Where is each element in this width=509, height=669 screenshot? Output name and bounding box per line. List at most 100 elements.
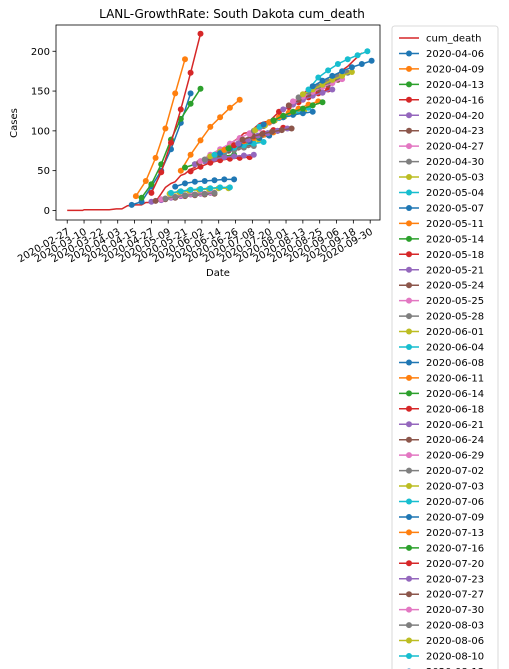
data-point	[217, 157, 224, 164]
series-2020-04-16	[148, 30, 204, 196]
data-point	[250, 151, 257, 158]
legend-entry: 2020-05-11	[399, 219, 484, 230]
y-tick-label: 200	[31, 47, 50, 58]
legend-label: 2020-06-24	[426, 435, 484, 446]
data-point	[299, 105, 306, 112]
legend-label: 2020-06-08	[426, 358, 484, 369]
data-point	[207, 159, 214, 166]
legend-swatch-marker	[406, 235, 412, 242]
series-2020-07-16	[270, 99, 326, 124]
data-point	[270, 117, 277, 124]
data-point	[226, 104, 233, 111]
legend-swatch-marker	[406, 143, 412, 150]
legend-label: 2020-05-07	[426, 203, 484, 214]
legend-swatch-marker	[406, 158, 412, 165]
data-point	[285, 102, 292, 109]
series-line	[150, 33, 202, 194]
legend-swatch-marker	[406, 313, 412, 320]
data-point	[226, 184, 233, 191]
legend-swatch-marker	[406, 606, 412, 613]
data-point	[207, 185, 214, 192]
legend-label: 2020-05-18	[426, 250, 484, 261]
legend-entry: 2020-07-16	[399, 543, 484, 554]
y-tick-label: 150	[31, 87, 50, 98]
legend-swatch-marker	[406, 467, 412, 474]
legend-entry: 2020-07-09	[399, 512, 484, 523]
legend-swatch-marker	[406, 374, 412, 381]
legend-swatch-marker	[406, 421, 412, 428]
data-point	[197, 137, 204, 144]
legend-entry: 2020-06-01	[399, 327, 484, 338]
legend-label: 2020-07-02	[426, 466, 484, 477]
legend-swatch-marker	[406, 297, 412, 304]
legend-entry: 2020-07-30	[399, 605, 484, 616]
legend-label: 2020-05-11	[426, 219, 484, 230]
legend-swatch-marker	[406, 513, 412, 520]
plot-frame	[55, 24, 381, 221]
legend-swatch-marker	[406, 452, 412, 459]
legend-entry: 2020-08-03	[399, 621, 484, 632]
legend-swatch-marker	[406, 344, 412, 350]
data-point	[319, 77, 326, 84]
data-point	[315, 74, 322, 81]
legend-label: 2020-06-18	[426, 404, 484, 415]
legend-swatch-marker	[406, 529, 412, 536]
legend-label: 2020-04-20	[426, 111, 484, 122]
data-point	[182, 56, 188, 63]
y-tick-label: 50	[37, 166, 50, 177]
legend-label: 2020-07-06	[426, 497, 484, 508]
legend-entry: 2020-05-07	[399, 203, 484, 214]
legend-label: 2020-05-24	[426, 281, 484, 292]
legend-entry: 2020-05-03	[399, 173, 484, 184]
legend-swatch-marker	[406, 390, 412, 397]
data-point	[177, 115, 184, 122]
data-point	[187, 186, 194, 193]
legend-swatch-marker	[406, 220, 412, 227]
legend-entry: 2020-07-13	[399, 528, 484, 539]
data-point	[231, 153, 238, 160]
legend-entry: 2020-06-18	[399, 404, 484, 415]
data-point	[138, 194, 145, 201]
legend-swatch-marker	[406, 328, 412, 335]
data-point	[217, 184, 224, 191]
y-tick-label: 100	[31, 126, 50, 137]
legend-swatch-marker	[406, 498, 412, 505]
data-point	[252, 127, 259, 134]
data-point	[299, 91, 306, 98]
legend-entry: 2020-06-11	[399, 373, 484, 384]
series-2020-08-13	[309, 57, 375, 90]
data-point	[259, 131, 266, 137]
data-point	[211, 151, 218, 158]
legend-entry: 2020-06-21	[399, 420, 484, 431]
data-point	[168, 189, 174, 196]
series-2020-04-09	[132, 56, 188, 200]
data-point	[191, 191, 198, 198]
data-point	[339, 68, 346, 75]
data-point	[148, 189, 155, 196]
legend-entry: 2020-04-30	[399, 157, 484, 168]
data-point	[329, 72, 336, 79]
data-point	[191, 178, 198, 185]
data-point	[128, 201, 135, 208]
data-point	[221, 176, 228, 183]
legend-swatch-marker	[406, 65, 412, 72]
data-point	[269, 128, 275, 135]
data-point	[221, 154, 228, 161]
legend-entry: 2020-08-06	[399, 636, 484, 647]
data-point	[246, 131, 253, 137]
y-tick-label: 0	[44, 206, 50, 217]
series-line	[135, 58, 186, 197]
legend-label: 2020-06-11	[426, 373, 484, 384]
legend-entry: 2020-06-14	[399, 389, 484, 400]
data-point	[309, 108, 316, 115]
legend-label: 2020-08-13	[426, 667, 484, 669]
legend-swatch-marker	[406, 575, 412, 582]
data-point	[152, 197, 159, 204]
legend-entry: cum_death	[399, 34, 481, 45]
data-point	[368, 57, 375, 64]
data-point	[334, 61, 341, 67]
data-point	[182, 164, 188, 171]
legend-label: 2020-05-04	[426, 188, 484, 199]
legend-label: 2020-08-10	[426, 652, 484, 663]
